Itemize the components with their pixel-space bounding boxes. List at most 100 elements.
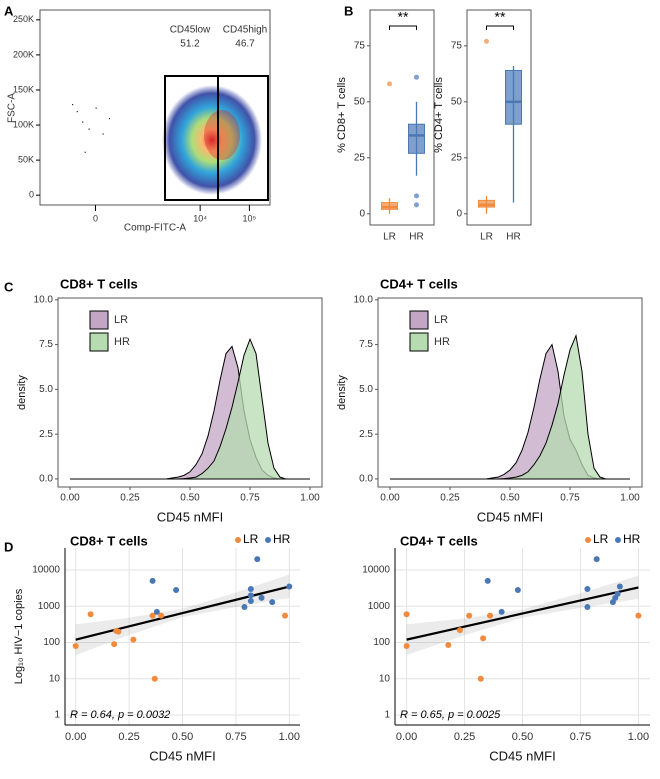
significance-bracket [486,25,514,30]
confidence-band [75,574,290,656]
point [113,627,120,634]
gate-name: CD45low [170,25,211,36]
y-tick-label: 2.5 [359,429,373,440]
event-dot [82,121,84,123]
significance-bracket [389,25,417,30]
y-tick-label: 200K [13,49,34,59]
event-dot [76,111,78,113]
x-axis-title: CD45 nMFI [489,748,555,763]
x-axis-title: CD45 nMFI [477,509,543,524]
y-tick-label: 25 [451,152,463,163]
chart-title: CD4+ T cells [400,533,478,548]
x-tick-label: 10⁵ [243,213,257,223]
x-tick-label: HR [506,232,520,243]
point [616,583,623,590]
x-tick-label: 0.75 [225,731,246,743]
chart-title: CD8+ T cells [60,276,138,291]
y-axis-title: Log₁₀ HIV−1 copies [13,588,25,684]
point [158,612,165,619]
y-axis-title: density [16,375,28,410]
outlier [387,81,392,87]
point [87,611,94,618]
legend-dot [235,537,241,543]
legend-label: LR [243,532,259,546]
outlier [414,193,419,199]
point [584,585,591,592]
point [241,604,248,611]
point [72,643,79,650]
point [445,642,452,649]
x-tick-label: 0.00 [396,731,417,743]
legend-dot [615,537,621,543]
legend-label: HR [623,532,641,546]
x-tick-label: 0.25 [118,731,139,743]
event-dot [88,128,90,130]
x-tick-label: 0.75 [240,493,260,504]
y-tick-label: 75 [451,40,463,51]
legend-label: HR [114,336,130,348]
x-tick-label: 0.00 [60,493,80,504]
point [153,608,160,615]
y-tick-label: 25 [354,152,366,163]
y-tick-label: 50 [354,96,366,107]
x-tick-label: 0.50 [500,493,520,504]
x-tick-label: 0.25 [120,493,140,504]
outlier [414,202,419,208]
annotation: R = 0.64, p = 0.0032 [70,709,170,721]
flow-gates [164,75,269,201]
outlier [484,38,489,44]
x-tick-label: 1.00 [300,493,320,504]
legend-swatch [89,332,109,352]
point [614,590,621,597]
point [487,612,494,619]
point [480,635,487,642]
plot-frame [369,9,435,226]
point [466,612,473,619]
event-dot [108,118,111,120]
y-axis-title: % CD8+ T cells [336,77,348,153]
y-axis-title: % CD4+ T cells [433,77,445,153]
gate-percent: 46.7 [235,39,255,50]
density-area [390,333,630,480]
legend-label: LR [593,532,609,546]
legend-swatch [89,310,109,330]
chart-title: CD4+ T cells [380,276,458,291]
legend-swatch [409,310,429,330]
point [456,627,463,634]
x-tick-label: 1.00 [620,493,640,504]
y-axis-title: density [336,375,348,410]
point [254,556,261,563]
y-tick-label: 50K [18,154,34,164]
y-tick-label: 5.0 [359,384,373,395]
point [130,636,137,643]
point [403,643,410,650]
panel-label: D [4,539,13,554]
y-tick-label: 10 [49,673,61,684]
point [269,599,276,606]
gate-name: CD45high [223,25,267,36]
point [514,587,521,594]
y-tick-label: 7.5 [359,339,373,350]
annotation: R = 0.65, p = 0.0025 [400,709,501,721]
point [247,592,254,599]
y-tick-label: 100 [43,637,60,648]
legend-label: LR [434,314,448,326]
y-tick-label: 0.0 [359,474,373,485]
regression-line [406,586,639,641]
point [477,675,484,682]
x-tick-label: LR [383,232,396,243]
event-dot [72,103,74,106]
panel-label: B [344,3,353,18]
y-tick-label: 1 [54,710,60,721]
y-tick-label: 0 [29,190,34,200]
y-tick-label: 150K [13,84,34,94]
y-tick-label: 2.5 [39,429,53,440]
x-tick-label: 0 [93,213,98,223]
x-tick-label: LR [480,232,493,243]
plot-frame [39,9,271,206]
legend-swatch [409,332,429,352]
significance: ** [495,9,506,25]
point [149,577,156,584]
density-area [70,345,310,480]
